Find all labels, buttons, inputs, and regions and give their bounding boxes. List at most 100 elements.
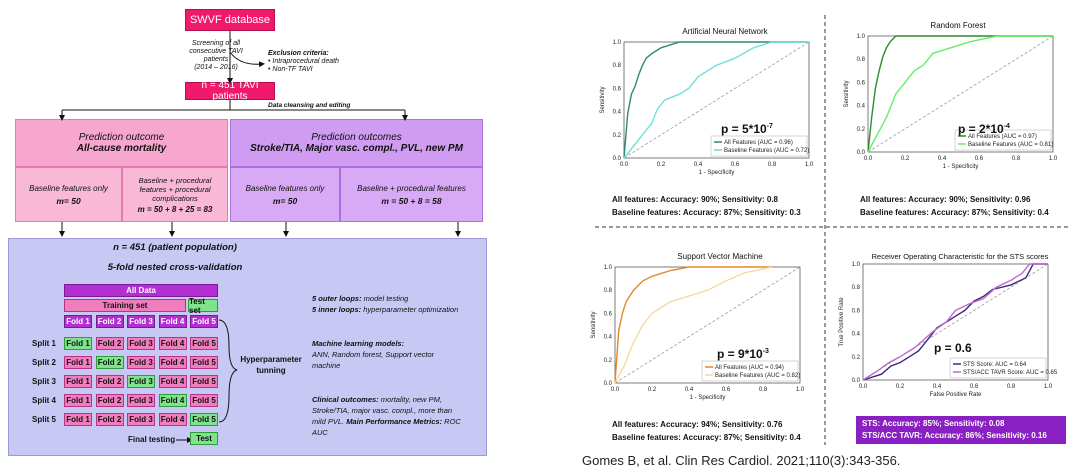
y-tick-label: 0.4 <box>857 104 866 110</box>
x-tick-label: 0.4 <box>685 387 694 393</box>
sub-value: m= 50 <box>272 195 298 206</box>
rf-accuracy: All features: Accuracy: 90%; Sensitivity… <box>860 193 1049 219</box>
left-outcome-label: Prediction outcome <box>78 132 165 143</box>
rf-acc-line: All features: Accuracy: 90%; Sensitivity… <box>860 195 1031 204</box>
population-label: n = 451 (patient population) <box>113 242 237 253</box>
legend-box <box>710 135 808 157</box>
y-tick-label: 0.4 <box>852 332 861 338</box>
sub-value: m = 50 + 8 + 25 = 83 <box>137 204 213 214</box>
x-axis-label: False Positive Rate <box>930 392 982 398</box>
x-tick-label: 1.0 <box>796 387 805 393</box>
x-tick-label: 0.0 <box>859 384 868 390</box>
y-tick-label: 0.6 <box>852 308 861 314</box>
outer-text: model testing <box>361 294 409 303</box>
final-test-box: Test <box>190 432 218 445</box>
all-data-bar: All Data <box>64 284 218 297</box>
all-data-label: All Data <box>126 286 156 295</box>
fold-cell: Fold 1 <box>64 413 92 426</box>
sub-label: Baseline features only <box>245 183 325 193</box>
rf-roc-plot: 0.00.0 0.2 0.2 0.4 0.4 0.6 0.6 0.8 0.8 1.0 1.0 1 - … <box>844 34 1058 170</box>
inner-em: 5 inner loops: <box>312 305 362 314</box>
y-axis-label: Sensitivity <box>591 311 597 338</box>
sts-accuracy-box: STS: Accuracy: 85%; Sensitivity: 0.08 ST… <box>856 416 1066 444</box>
y-tick-label: 0.4 <box>613 110 622 116</box>
fold-header: Fold 4 <box>158 315 187 328</box>
x-tick-label: 1.0 <box>1044 384 1053 390</box>
rf-pvalue-exp: -4 <box>1003 123 1010 130</box>
y-tick-label: 0.0 <box>613 156 622 162</box>
right-outcome-box: Prediction outcomes Stroke/TIA, Major va… <box>230 119 483 167</box>
outer-loops: 5 outer loops: model testing <box>312 293 484 304</box>
ann-baseline-features-curve <box>623 41 809 159</box>
clinical-outcomes-text: Clinical outcomes: mortality, new PM, St… <box>312 394 484 438</box>
rf-baseline-features-curve <box>867 35 1053 153</box>
x-tick-label: 0.6 <box>970 384 979 390</box>
svm-pvalue: p = 9*10-3 <box>717 347 769 361</box>
baseline-procedural-box: Baseline + procedural features m = 50 + … <box>340 167 483 222</box>
y-tick-label: 1.0 <box>613 40 622 46</box>
y-tick-label: 0.2 <box>604 358 613 364</box>
exclusion-criteria: Exclusion criteria: • Intraprocedural de… <box>268 50 348 74</box>
sts-acc-line: STS/ACC TAVR: Accuracy: 86%; Sensitivity… <box>862 431 1047 440</box>
database-label: SWVF database <box>189 14 271 26</box>
inner-text: hyperparameter optimization <box>361 305 459 314</box>
database-box: SWVF database <box>185 9 275 31</box>
y-tick-label: 0.2 <box>857 127 866 133</box>
svm-all-features-curve <box>614 266 773 384</box>
chance-line <box>867 35 1054 153</box>
hyper-brace <box>218 319 238 423</box>
baseline-only-box-1: Baseline features only m= 50 <box>15 167 122 222</box>
panel-dividers <box>595 15 1070 445</box>
svm-roc-plot: 0.00.0 0.2 0.2 0.4 0.4 0.6 0.6 0.8 0.8 1.0 1.0 1 - … <box>591 265 805 401</box>
exclusion-item-label: Non-TF TAVI <box>272 66 313 73</box>
sts-score-curve <box>862 263 1048 381</box>
fold-header: Fold 5 <box>190 315 218 328</box>
ann-acc-line: All features: Accuracy: 90%; Sensitivity… <box>612 195 778 204</box>
svm-title: Support Vector Machine <box>677 252 763 261</box>
ann-all-features-curve <box>623 41 809 159</box>
x-tick-label: 0.2 <box>901 156 910 162</box>
fold-cell: Fold 1 <box>64 356 92 369</box>
exclusion-title: Exclusion criteria: <box>268 50 329 57</box>
y-tick-label: 0.0 <box>604 381 613 387</box>
fold-cell: Fold 3 <box>127 356 155 369</box>
inner-loops: 5 inner loops: hyperparameter optimizati… <box>312 304 484 315</box>
final-testing-label: Final testing <box>128 435 176 444</box>
x-tick-label: 0.2 <box>896 384 905 390</box>
fold-cell: Fold 3 <box>127 394 155 407</box>
x-tick-label: 0.4 <box>938 156 947 162</box>
legend-entry: Baseline Features (AUC = 0.82) <box>715 373 800 379</box>
fold-cell: Fold 4 <box>158 337 187 350</box>
fold-header: Fold 1 <box>64 315 92 328</box>
svm-pvalue-exp: -3 <box>762 348 769 355</box>
citation: Gomes B, et al. Clin Res Cardiol. 2021;1… <box>582 453 901 468</box>
legend-box <box>949 357 1047 379</box>
fold-header: Fold 2 <box>95 315 124 328</box>
fold-cell: Fold 5 <box>190 337 218 350</box>
fold-cell: Fold 5 <box>190 394 218 407</box>
clin-text: mild PVL. <box>312 417 347 426</box>
rf-all-features-curve <box>867 35 1053 153</box>
rf-pvalue: p = 2*10-4 <box>958 122 1010 136</box>
legend-entry: All Features (AUC = 0.94) <box>715 365 784 371</box>
sts-pvalue: p = 0.6 <box>934 341 972 355</box>
x-axis-label: 1 - Specificity <box>943 164 979 170</box>
fold-cell: Fold 4 <box>158 394 187 407</box>
fold-cell: Fold 2 <box>95 394 124 407</box>
test-set-label: Test set <box>189 296 205 315</box>
final-test-label: Test <box>196 434 212 443</box>
ann-pvalue-text: p = 5*10 <box>721 122 767 136</box>
x-tick-label: 0.6 <box>731 162 740 168</box>
legend-entry: STS Score: AUC = 0.64 <box>963 362 1027 368</box>
fold-cell: Fold 2 <box>95 375 124 388</box>
y-tick-label: 0.2 <box>852 355 861 361</box>
fold-cell: Fold 5 <box>190 356 218 369</box>
fold-cell: Fold 4 <box>158 413 187 426</box>
legend-entry: STS/ACC TAVR Score: AUC = 0.65 <box>963 370 1058 376</box>
ml-models-text: Machine learning models: ANN, Random for… <box>312 338 484 371</box>
fold-cell: Fold 3 <box>127 413 155 426</box>
svm-acc-line: All features: Accuracy: 94%; Sensitivity… <box>612 420 783 429</box>
clin-line-2: Stroke/TIA, major vasc. compl., more tha… <box>312 406 453 415</box>
left-outcome-value: All-cause mortality <box>76 143 167 154</box>
screening-text: Screening of all consecutive TAVI patien… <box>186 40 246 72</box>
